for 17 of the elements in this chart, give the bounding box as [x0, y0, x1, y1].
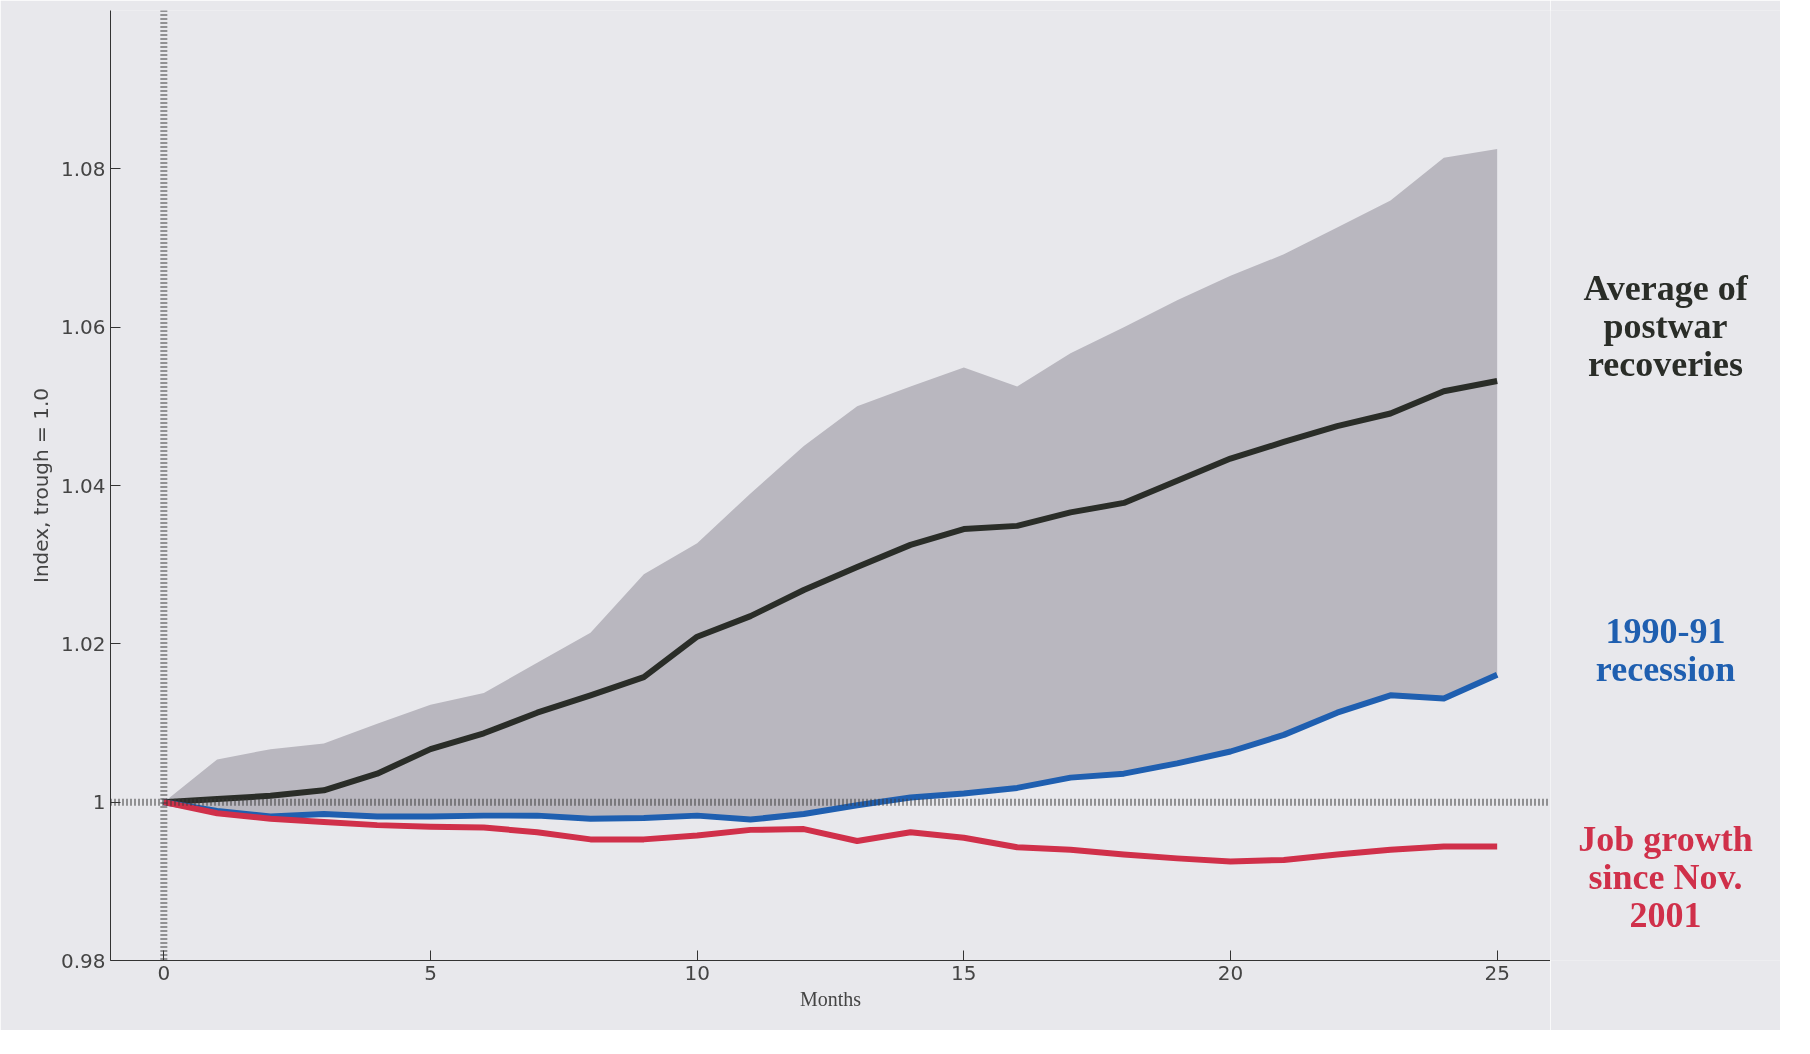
text: Average of postwar recoveries	[1583, 268, 1749, 384]
x-tick-label: 0	[157, 960, 171, 985]
x-tick-label: 5	[424, 960, 437, 985]
y-tick-label: 1	[92, 790, 106, 815]
x-axis-title: Months	[799, 987, 862, 1010]
x-tick-label: 25	[1484, 960, 1510, 985]
y-tick-label: 1.04	[60, 473, 106, 498]
y-tick-label: 0.98	[60, 948, 106, 973]
y-tick-label: 1.06	[60, 315, 106, 340]
y-tick-label: 1.02	[60, 631, 106, 656]
text: Job growth since Nov. 2001	[1578, 818, 1753, 935]
text: 1990-91 recession	[1595, 610, 1736, 689]
x-tick-label: 10	[684, 960, 710, 985]
x-tick-label: 15	[951, 960, 977, 985]
y-tick-label: 1.08	[60, 156, 106, 181]
y-axis-title: Index, trough = 1.0	[28, 388, 53, 583]
x-tick-label: 20	[1217, 960, 1244, 985]
